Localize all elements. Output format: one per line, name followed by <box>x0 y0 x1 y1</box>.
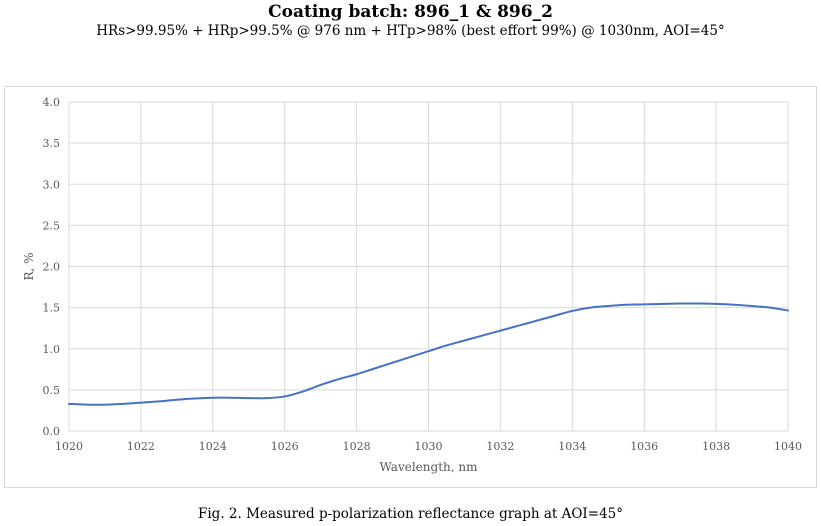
y-tick-label: 1.0 <box>43 343 61 356</box>
y-tick-label: 3.5 <box>43 137 61 150</box>
x-tick-label: 1024 <box>199 440 227 453</box>
y-tick-label: 2.5 <box>43 219 61 232</box>
x-tick-label: 1028 <box>343 440 371 453</box>
x-tick-label: 1036 <box>630 440 658 453</box>
series-lines <box>68 302 789 406</box>
y-tick-label: 4.0 <box>43 96 61 109</box>
x-tick-label: 1034 <box>558 440 586 453</box>
x-tick-label: 1026 <box>271 440 299 453</box>
y-tick-label: 2.0 <box>43 261 61 274</box>
page-subtitle: HRs>99.95% + HRp>99.5% @ 976 nm + HTp>98… <box>96 23 725 39</box>
x-tick-labels: 1020 1022 1024 1026 1028 1030 1032 1034 1036 1038… <box>55 440 802 453</box>
figure-caption: Fig. 2. Measured p-polarization reflecta… <box>198 506 623 522</box>
y-tick-label: 3.0 <box>43 178 61 191</box>
x-tick-label: 1022 <box>127 440 155 453</box>
y-tick-label: 0.5 <box>43 384 61 397</box>
y-axis-label: R, % <box>22 252 36 280</box>
x-tick-label: 1030 <box>415 440 443 453</box>
y-tick-label: 0.0 <box>43 425 61 438</box>
x-tick-label: 1040 <box>774 440 802 453</box>
x-tick-label: 1032 <box>486 440 514 453</box>
x-axis-label: Wavelength, nm <box>380 460 479 474</box>
page-title: Coating batch: 896_1 & 896_2 <box>268 2 553 22</box>
x-tick-label: 1020 <box>55 440 83 453</box>
y-tick-label: 1.5 <box>43 302 61 315</box>
reflectance-line <box>68 302 789 406</box>
y-tick-labels: 0.0 0.5 1.0 1.5 2.0 2.5 3.0 3.5 4.0 <box>43 96 61 438</box>
reflectance-chart: 0.0 0.5 1.0 1.5 2.0 2.5 3.0 3.5 4.0 1020 1022 1024… <box>22 96 802 474</box>
x-tick-label: 1038 <box>702 440 730 453</box>
grid-lines <box>68 101 789 432</box>
chart-frame: 0.0 0.5 1.0 1.5 2.0 2.5 3.0 3.5 4.0 1020 1022 1024… <box>4 86 817 488</box>
